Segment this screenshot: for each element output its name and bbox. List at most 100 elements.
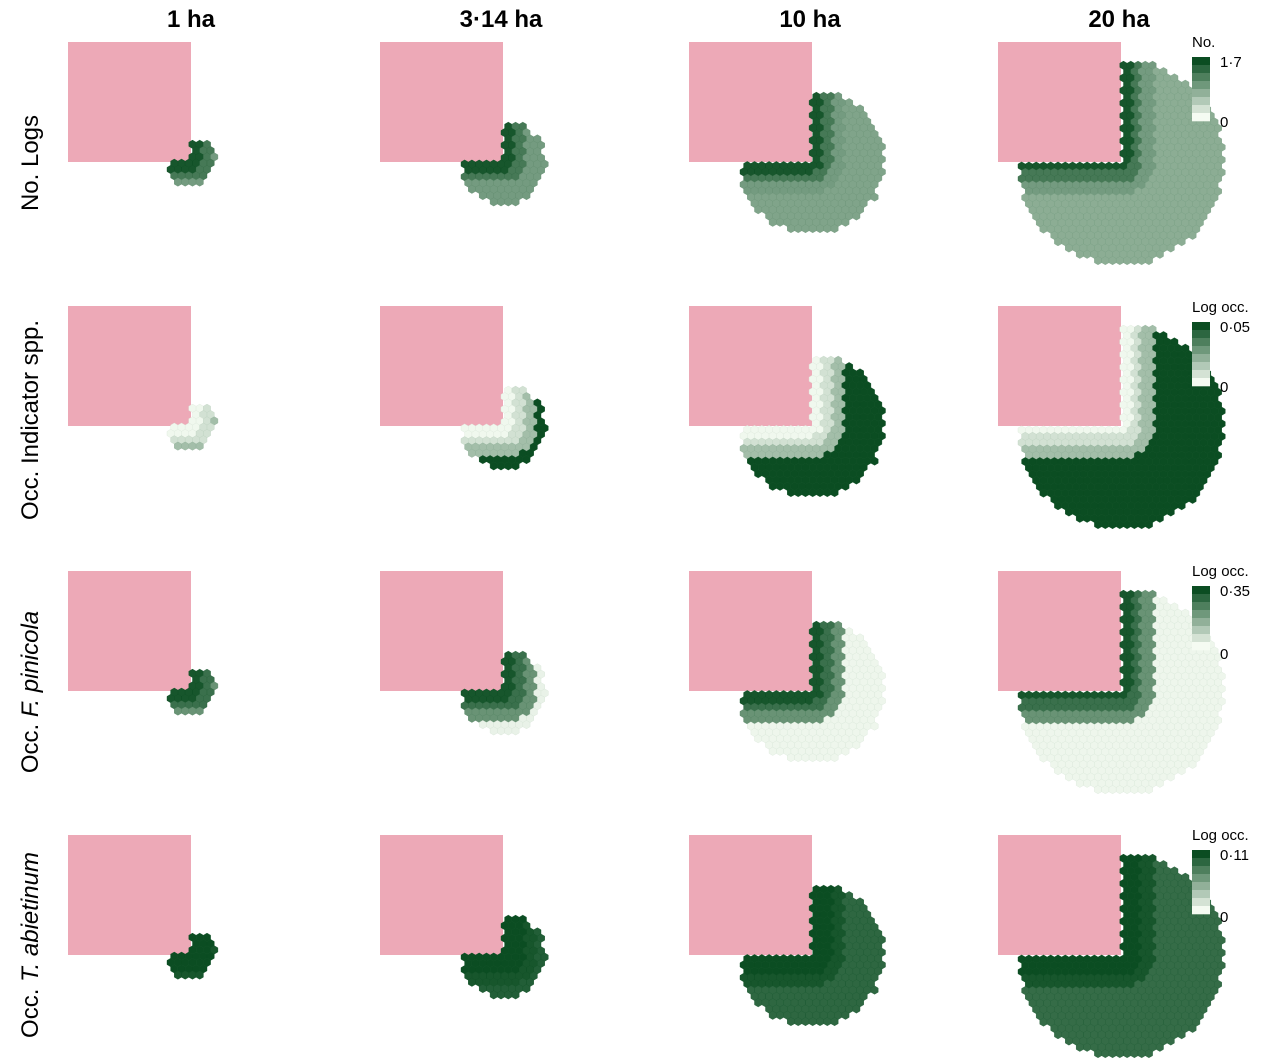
column-title-20ha: 20 ha (1088, 6, 1150, 33)
hex-cell (1065, 507, 1073, 517)
retention-patch (68, 835, 191, 955)
hex-cells (460, 385, 549, 471)
hex-cell (511, 461, 520, 471)
legend-swatch (1192, 850, 1210, 859)
hex-cell (1177, 1030, 1186, 1040)
legend-swatch (1192, 378, 1210, 387)
hex-cell (787, 488, 795, 498)
hex-cell (1188, 1023, 1197, 1033)
hex-cell (808, 488, 817, 498)
legend-swatch (1192, 113, 1210, 122)
hex-cell (1123, 785, 1132, 795)
map-panel (998, 571, 1226, 795)
hex-cell (1115, 785, 1124, 795)
hex-cell (479, 455, 487, 465)
legend-swatch (1192, 322, 1210, 331)
hex-cell (870, 721, 879, 731)
hex-cell (1166, 772, 1175, 782)
hex-cell (1123, 1049, 1132, 1059)
hex-cell (1039, 753, 1048, 763)
hex-cell (497, 990, 505, 1000)
hex-cell (181, 177, 190, 187)
retention-patch (380, 835, 503, 955)
hex-cell (801, 753, 810, 763)
hex-cell (188, 441, 197, 451)
legend-swatch (1192, 89, 1210, 98)
hex-cell (511, 726, 520, 736)
legend-min-label: 0 (1220, 646, 1228, 663)
hex-cell (768, 1010, 777, 1020)
hex-cell (1108, 520, 1117, 530)
retention-patch (68, 306, 191, 426)
retention-patch (998, 306, 1121, 426)
retention-patch (689, 835, 812, 955)
hex-cell (195, 706, 204, 716)
legend-color-bar (1192, 322, 1210, 387)
legend-swatch (1192, 610, 1210, 619)
legend-min-label: 0 (1220, 909, 1228, 926)
hex-cell (522, 720, 531, 730)
hex-cell (852, 475, 861, 485)
legend-title: Log occ. (1192, 563, 1249, 580)
hex-cell (1054, 237, 1062, 247)
hex-cell (841, 746, 850, 756)
map-panel (380, 835, 549, 1000)
hex-cell (754, 734, 762, 744)
legend-swatch (1192, 330, 1210, 339)
hex-cell (479, 720, 487, 730)
hex-cell (511, 990, 520, 1000)
hex-cell (1115, 1049, 1124, 1059)
hex-cell (1137, 520, 1146, 530)
hex-cell (1130, 520, 1139, 530)
hex-cell (188, 177, 197, 187)
hex-cell (1101, 785, 1110, 795)
hex-cell (1094, 256, 1102, 266)
legend-max-label: 1·7 (1220, 54, 1242, 71)
hex-cell (823, 753, 832, 763)
hex-cell (1075, 249, 1084, 259)
hex-cell (497, 726, 505, 736)
hex-cell (870, 985, 879, 995)
map-panels (68, 42, 1226, 1059)
legend-swatch (1192, 866, 1210, 875)
hex-cell (489, 726, 498, 736)
legend-swatch (1192, 105, 1210, 114)
hex-cell (489, 197, 498, 207)
row-label-indicator-spp: Occ. Indicator spp. (17, 320, 44, 520)
hex-cell (1123, 520, 1132, 530)
legend-swatch (1192, 618, 1210, 627)
column-title-3-14ha: 3·14 ha (460, 6, 543, 33)
hex-cells (166, 139, 219, 187)
hex-cell (1083, 249, 1091, 259)
hex-cell (852, 211, 861, 221)
hex-cell (1188, 230, 1197, 240)
hex-cell (1166, 1036, 1175, 1046)
hex-cell (468, 448, 476, 458)
hex-cell (489, 990, 498, 1000)
hex-cell (1039, 224, 1048, 234)
hex-cell (794, 224, 802, 234)
map-panel (380, 42, 549, 207)
retention-patch (380, 42, 503, 162)
column-title-10ha: 10 ha (779, 6, 841, 33)
retention-patch (380, 571, 503, 691)
map-panel (998, 42, 1226, 266)
hex-cell (188, 970, 197, 980)
hex-cell (1101, 1049, 1110, 1059)
hex-cell (1065, 243, 1073, 253)
hex-cell (1108, 785, 1117, 795)
hex-cell (504, 197, 513, 207)
hex-cell (1155, 778, 1164, 788)
hex-cell (1054, 1030, 1062, 1040)
hex-cell (1108, 1049, 1117, 1059)
hex-cell (830, 488, 839, 498)
hex-cell (816, 1017, 824, 1027)
hex-cell (870, 192, 879, 202)
hex-cell (1065, 772, 1073, 782)
map-panel (998, 306, 1226, 530)
hex-cell (504, 726, 513, 736)
hex-cell (1177, 237, 1186, 247)
retention-patch (689, 571, 812, 691)
hex-cell (195, 177, 204, 187)
